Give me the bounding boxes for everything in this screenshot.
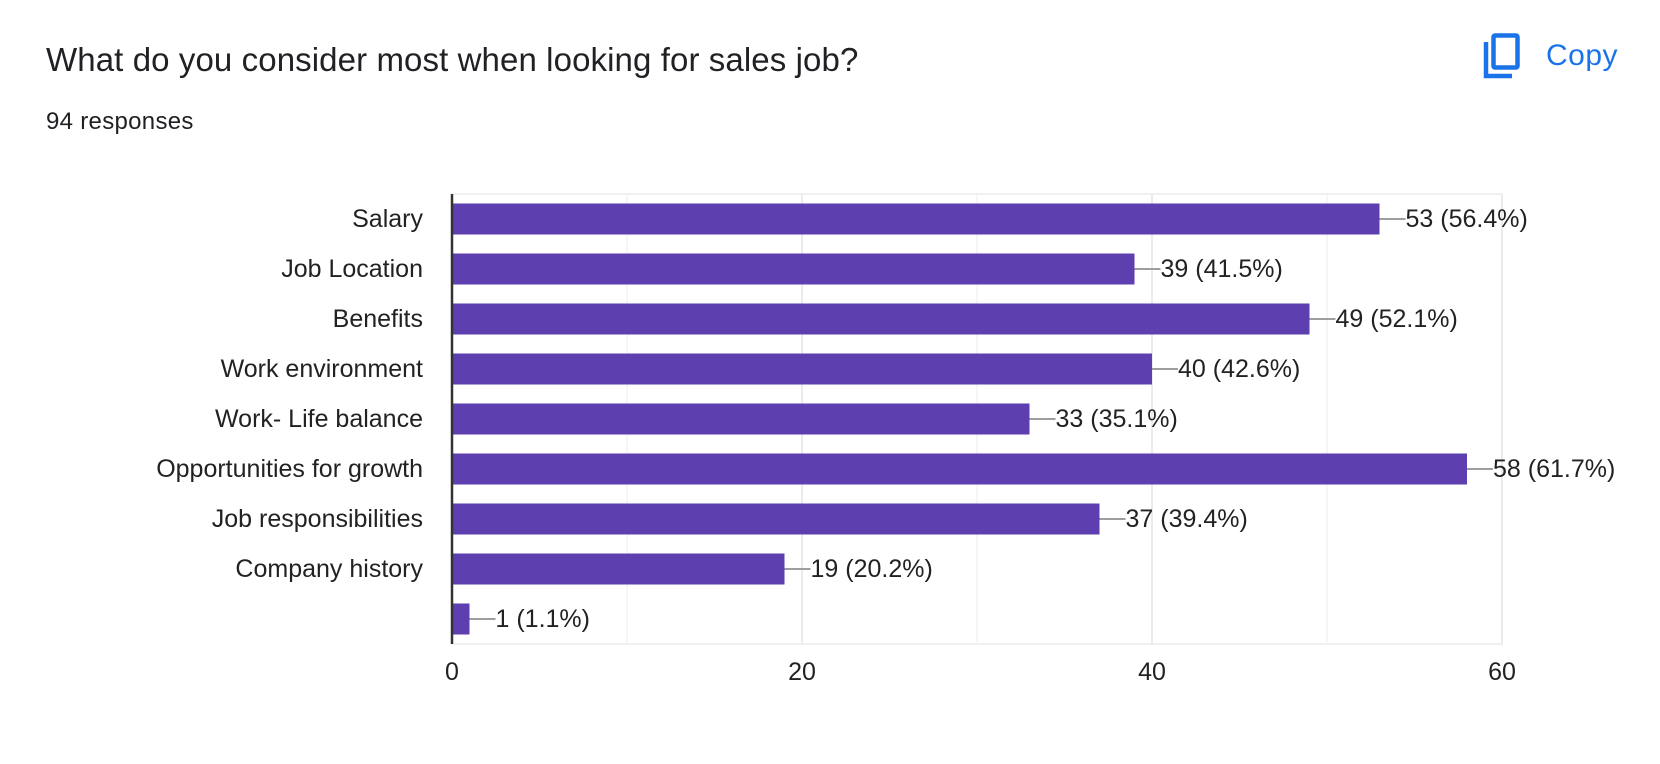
copy-icon xyxy=(1483,33,1520,79)
category-label: Work- Life balance xyxy=(215,405,423,433)
x-tick-label: 40 xyxy=(1138,658,1166,686)
bar-salary xyxy=(452,203,1380,235)
category-label: Opportunities for growth xyxy=(156,455,423,483)
category-label: Job Location xyxy=(281,255,423,283)
response-count: 94 responses xyxy=(46,108,194,135)
data-label: 1 (1.1%) xyxy=(496,605,590,633)
x-tick-label: 60 xyxy=(1488,658,1516,686)
x-tick-label: 20 xyxy=(788,658,816,686)
bar-unlabeled xyxy=(452,603,470,635)
bar-job-responsibilities xyxy=(452,503,1100,535)
data-label: 33 (35.1%) xyxy=(1056,405,1178,433)
bar-opportunities-for-growth xyxy=(452,453,1467,485)
bar-work-life-balance xyxy=(452,403,1030,435)
category-label: Salary xyxy=(352,205,423,233)
category-label: Work environment xyxy=(221,355,423,383)
category-label: Job responsibilities xyxy=(212,505,423,533)
bar-work-environment xyxy=(452,353,1152,385)
bar-benefits xyxy=(452,303,1310,335)
data-label: 53 (56.4%) xyxy=(1406,205,1528,233)
question-title: What do you consider most when looking f… xyxy=(46,41,859,78)
data-label: 58 (61.7%) xyxy=(1493,455,1615,483)
data-label: 49 (52.1%) xyxy=(1336,305,1458,333)
bar-company-history xyxy=(452,553,785,585)
data-label: 40 (42.6%) xyxy=(1178,355,1300,383)
category-label: Benefits xyxy=(333,305,423,333)
copy-label: Copy xyxy=(1546,39,1619,72)
data-label: 39 (41.5%) xyxy=(1161,255,1283,283)
bar-job-location xyxy=(452,253,1135,285)
copy-button[interactable]: Copy xyxy=(1480,28,1618,84)
category-label: Company history xyxy=(235,555,423,583)
x-tick-label: 0 xyxy=(445,658,459,686)
data-label: 37 (39.4%) xyxy=(1126,505,1248,533)
data-label: 19 (20.2%) xyxy=(811,555,933,583)
